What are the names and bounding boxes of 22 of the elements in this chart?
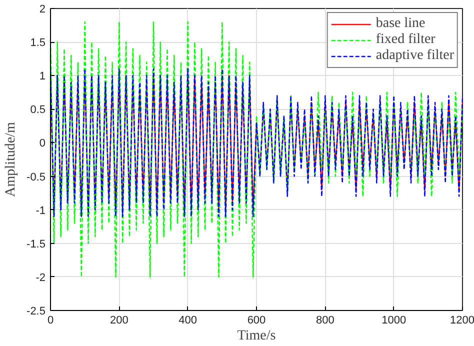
y-tick-label: -2.5 <box>26 306 46 318</box>
x-tick-label: 1200 <box>450 314 474 326</box>
x-tick-label: 600 <box>247 314 266 326</box>
y-tick-label: 1.5 <box>30 37 46 50</box>
y-axis-title: Amplitude/m <box>4 122 19 197</box>
x-tick-label: 200 <box>110 314 128 326</box>
y-tick-label: -1 <box>36 204 46 217</box>
legend-label: fixed filter <box>376 32 436 48</box>
x-tick-label: 1000 <box>382 314 406 326</box>
y-tick-label: -0.5 <box>26 171 46 184</box>
legend-label: base line <box>376 16 426 32</box>
x-tick-label: 400 <box>178 314 198 326</box>
y-tick-label: -1.5 <box>26 238 46 250</box>
x-tick-label: 800 <box>316 314 334 326</box>
y-tick-label: 0 <box>39 138 46 150</box>
y-tick-label: 2 <box>39 4 46 16</box>
y-tick-label: 1 <box>39 70 46 83</box>
y-tick-label: -2 <box>36 272 46 284</box>
x-axis-title: Time/s <box>237 328 276 344</box>
y-tick-label: 0.5 <box>30 104 46 116</box>
x-tick-label: 0 <box>47 314 54 326</box>
legend-label: adaptive filter <box>376 48 454 64</box>
